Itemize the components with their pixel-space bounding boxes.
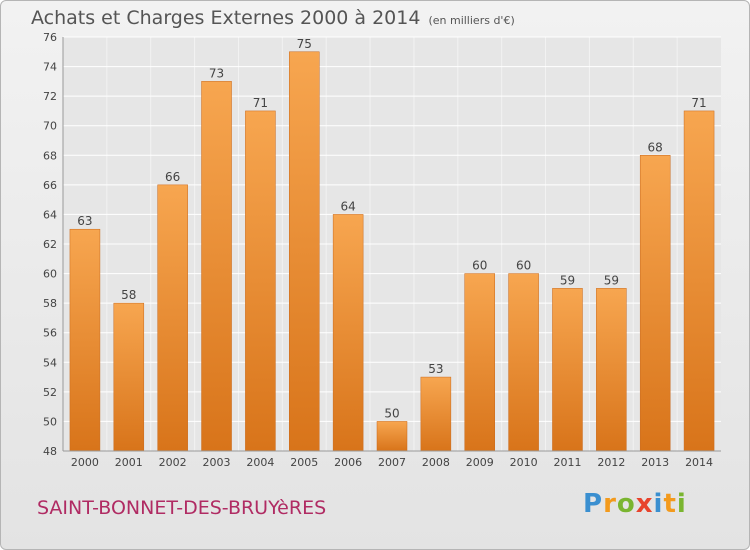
data-label: 50 <box>384 406 399 420</box>
data-label: 63 <box>77 214 92 228</box>
data-label: 66 <box>165 170 180 184</box>
bar <box>464 273 495 452</box>
data-label: 71 <box>691 96 706 110</box>
x-tick-label: 2001 <box>115 456 143 469</box>
y-tick-label: 74 <box>43 61 57 74</box>
bar <box>201 81 232 452</box>
logo-letter: x <box>635 489 654 519</box>
y-tick-label: 50 <box>43 415 57 428</box>
logo-letter: r <box>603 489 617 519</box>
x-tick-label: 2008 <box>422 456 450 469</box>
x-tick-label: 2004 <box>246 456 274 469</box>
logo-letter: P <box>583 489 604 519</box>
data-label: 75 <box>297 37 312 51</box>
y-tick-label: 60 <box>43 268 57 281</box>
bars <box>69 51 715 452</box>
data-label: 53 <box>428 362 443 376</box>
y-tick-label: 58 <box>43 297 57 310</box>
bar <box>552 288 583 452</box>
x-tick-label: 2010 <box>510 456 538 469</box>
data-label: 71 <box>253 96 268 110</box>
x-tick-label: 2009 <box>466 456 494 469</box>
chart-title-text: Achats et Charges Externes 2000 à 2014 <box>31 7 421 29</box>
bar <box>420 376 452 452</box>
data-label: 58 <box>121 288 136 302</box>
bar <box>69 228 101 452</box>
x-tick-label: 2006 <box>334 456 362 469</box>
bar <box>596 288 627 452</box>
y-tick-label: 56 <box>43 327 57 340</box>
bar <box>376 421 408 452</box>
data-label: 60 <box>472 259 487 273</box>
x-tick-label: 2013 <box>641 456 669 469</box>
y-tick-label: 70 <box>43 120 57 133</box>
data-label: 68 <box>648 140 663 154</box>
bar <box>113 302 145 452</box>
y-tick-label: 62 <box>43 238 57 251</box>
logo-letter: i <box>676 489 687 519</box>
data-label: 59 <box>604 273 619 287</box>
y-tick-label: 64 <box>43 208 57 221</box>
x-tick-label: 2000 <box>71 456 99 469</box>
data-label: 60 <box>516 259 531 273</box>
town-name: SAINT-BONNET-DES-BRUYèRES <box>37 497 327 519</box>
y-tick-label: 68 <box>43 149 57 162</box>
logo-letter: o <box>616 489 636 519</box>
data-label: 64 <box>340 199 355 213</box>
x-tick-label: 2002 <box>159 456 187 469</box>
x-tick-label: 2005 <box>290 456 318 469</box>
chart-subtitle: (en milliers d'€) <box>428 14 515 27</box>
x-tick-label: 2014 <box>685 456 713 469</box>
bar <box>157 184 188 452</box>
logo-letter: t <box>663 489 677 519</box>
chart-title: Achats et Charges Externes 2000 à 2014 (e… <box>31 7 515 29</box>
x-tick-label: 2003 <box>203 456 231 469</box>
x-tick-label: 2011 <box>553 456 581 469</box>
data-label: 73 <box>209 66 224 80</box>
y-tick-label: 76 <box>43 31 57 44</box>
proxiti-logo[interactable]: Proxiti <box>583 489 687 519</box>
bar <box>683 110 715 452</box>
bar <box>508 273 539 452</box>
y-tick-label: 66 <box>43 179 57 192</box>
logo-letter: i <box>653 489 664 519</box>
x-tick-label: 2007 <box>378 456 406 469</box>
x-tick-label: 2012 <box>597 456 625 469</box>
y-tick-label: 72 <box>43 90 57 103</box>
bar <box>332 214 364 452</box>
bar <box>639 155 671 452</box>
y-tick-label: 48 <box>43 445 57 458</box>
bar <box>289 51 320 452</box>
y-tick-label: 52 <box>43 386 57 399</box>
axes: 48 50 52 54 56 58 60 62 64 66 68 70 72 74 76 63 2000 58 20… <box>43 31 721 469</box>
y-tick-label: 54 <box>43 356 57 369</box>
bar <box>245 110 276 452</box>
data-label: 59 <box>560 273 575 287</box>
